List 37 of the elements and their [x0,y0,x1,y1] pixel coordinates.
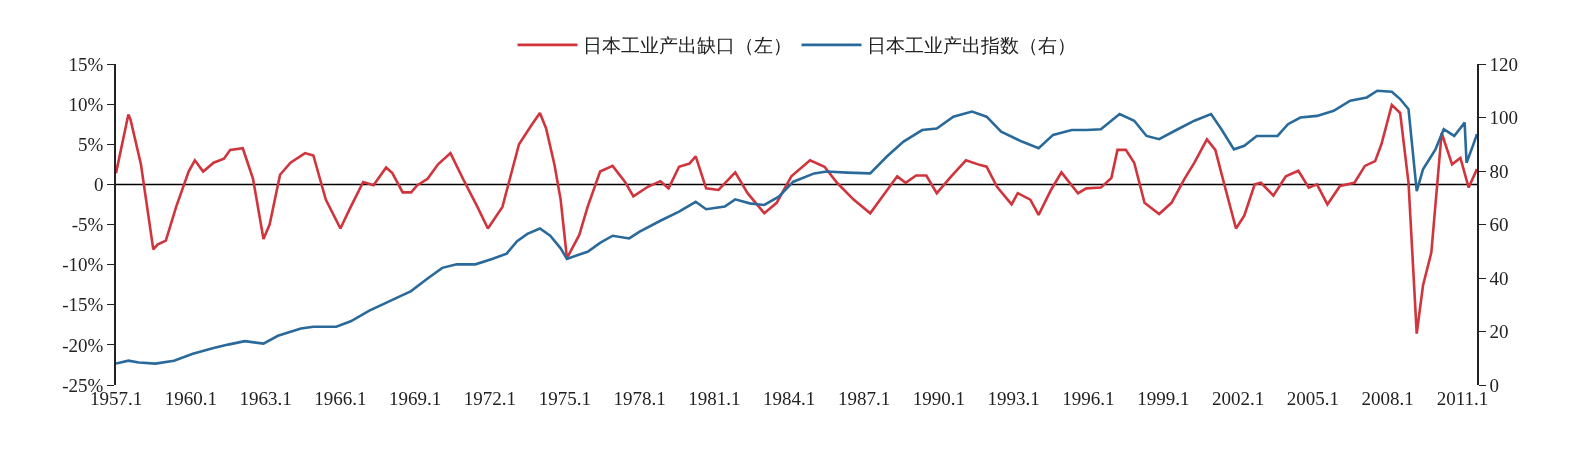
x-tick-label: 1981.1 [688,388,741,409]
x-tick-label: 1999.1 [1137,388,1190,409]
x-tick-label: 2002.1 [1211,388,1265,409]
y-tick-label: 10% [68,93,104,115]
y-tick-label: -15% [62,294,104,316]
x-tick-label: 1990.1 [912,388,966,409]
x-tick-label: 1975.1 [538,388,591,409]
y2-tick-label: 0 [1489,374,1500,396]
y2-tick-label: 60 [1489,214,1509,236]
y-tick-label: -5% [71,214,104,236]
x-tick-label: 1996.1 [1062,388,1115,409]
y2-tick-label: 120 [1489,53,1519,75]
y2-tick-label: 80 [1489,160,1509,182]
x-tick-label: 1984.1 [763,388,816,409]
y-tick-label: 15% [68,53,104,75]
legend-label: 日本工业产出指数（右） [866,35,1076,57]
x-tick-label: 1978.1 [613,388,666,409]
y-tick-label: 0 [93,174,104,196]
legend-label: 日本工业产出缺口（左） [582,35,792,57]
x-tick-label: 1972.1 [463,388,517,409]
x-tick-label: 2008.1 [1361,388,1414,409]
y-tick-label: -20% [62,334,104,356]
x-tick-label: 1960.1 [164,388,217,409]
x-tick-label: 1969.1 [389,388,442,409]
line-series [116,103,1477,335]
x-tick-label: 1987.1 [837,388,891,409]
x-tick-label: 1993.1 [987,388,1040,409]
y2-tick-label: 20 [1489,321,1509,343]
y-tick-label: 5% [78,133,104,155]
x-tick-label: 2005.1 [1286,388,1340,409]
line-series [116,89,1477,365]
y2-tick-label: 40 [1489,267,1509,289]
x-tick-label: 2011.1 [1436,388,1489,409]
y-tick-label: -10% [62,254,104,276]
x-tick-label: 1963.1 [239,388,292,409]
y2-tick-label: 100 [1489,107,1519,129]
x-tick-label: 1966.1 [314,388,367,409]
